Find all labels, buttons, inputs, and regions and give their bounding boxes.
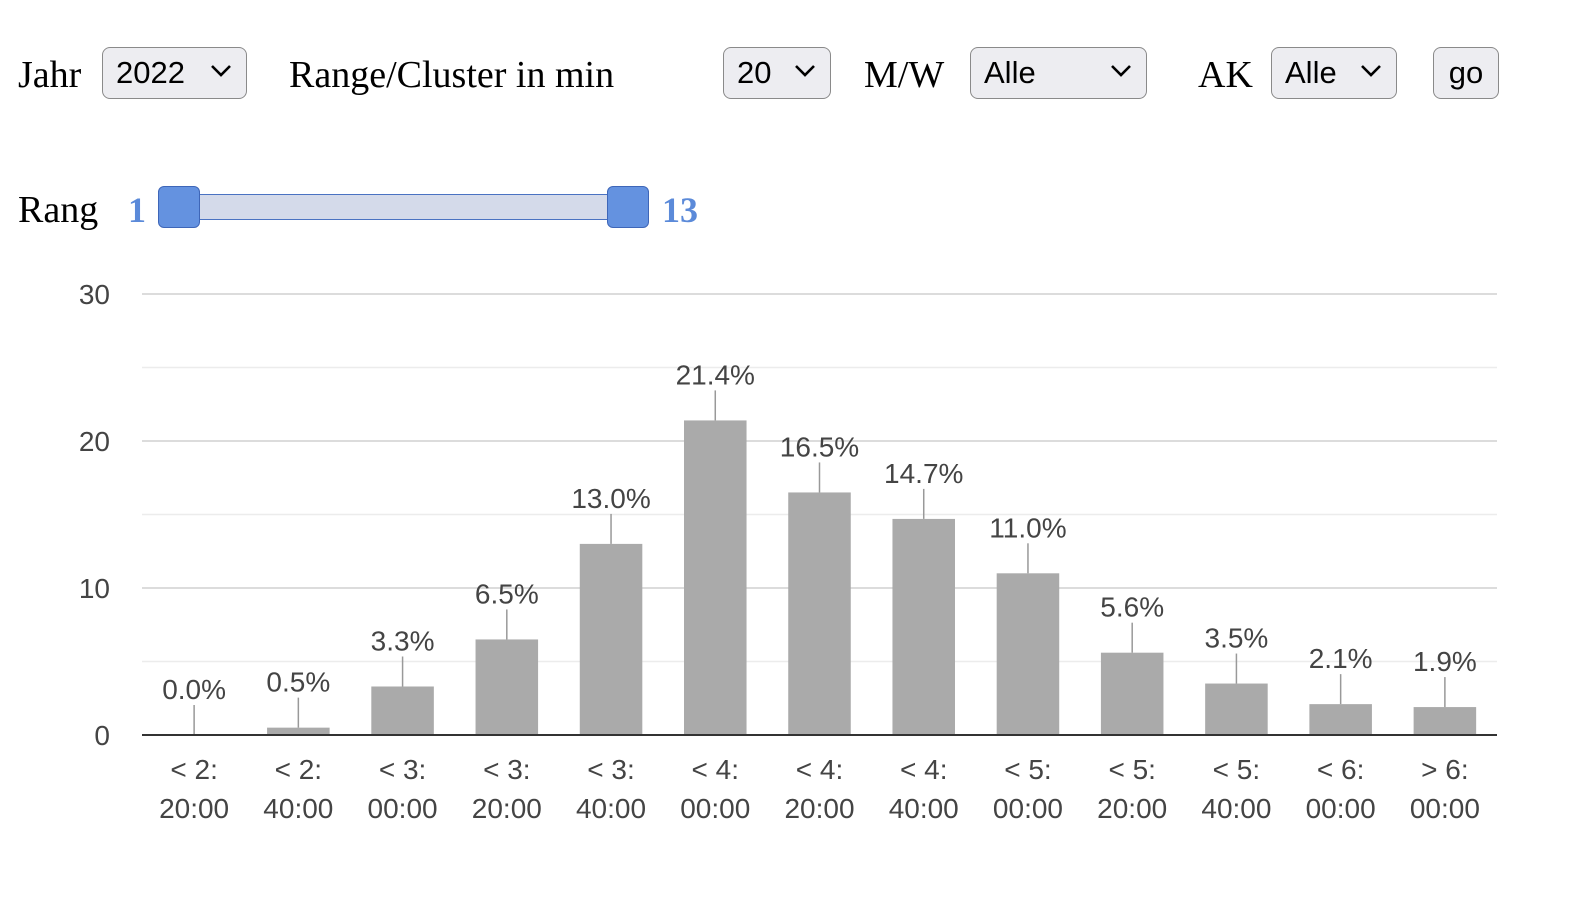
x-tick-label: 20:00 <box>784 793 854 824</box>
bar <box>1309 704 1372 735</box>
bar <box>788 492 851 735</box>
gender-select-value: Alle <box>984 55 1036 90</box>
x-tick-label: 40:00 <box>1201 793 1271 824</box>
rank-slider-track[interactable] <box>178 194 630 220</box>
data-label: 2.1% <box>1309 643 1373 674</box>
bar <box>579 543 643 735</box>
x-tick-label: < 4: <box>692 754 739 785</box>
data-labels: 0.0% 0.5% 3.3% 6.5% 13.0% 21.4% 16.5% 14.7% 11.0… <box>162 359 1477 735</box>
x-tick-label: 00:00 <box>368 793 438 824</box>
x-tick-label: 40:00 <box>263 793 333 824</box>
x-tick-label: < 6: <box>1317 754 1364 785</box>
x-tick-label: 20:00 <box>1097 793 1167 824</box>
data-label: 0.0% <box>162 674 226 705</box>
bar <box>1205 683 1268 735</box>
bar <box>371 686 434 735</box>
gridlines <box>142 293 1497 663</box>
x-tick-label: 00:00 <box>993 793 1063 824</box>
x-tick-label: < 2: <box>170 754 217 785</box>
bar <box>996 573 1060 735</box>
data-label: 1.9% <box>1413 646 1477 677</box>
y-tick-label: 30 <box>79 279 110 310</box>
x-axis-ticks: < 2: 20:00 < 2: 40:00 < 3: 00:00 < 3: 20:00 < 3:… <box>159 754 1480 824</box>
range-select[interactable]: 20 <box>723 47 831 99</box>
y-tick-label: 10 <box>79 573 110 604</box>
chevron-down-icon <box>1361 65 1381 77</box>
x-tick-label: < 5: <box>1213 754 1260 785</box>
data-label: 14.7% <box>884 458 963 489</box>
histogram-chart: 0 10 20 30 0.0% 0.5% 3.3% 6.5% 13.0% 21.4% 16.5% 1… <box>79 279 1497 824</box>
bar <box>267 727 330 735</box>
data-label: 3.5% <box>1205 623 1269 654</box>
chevron-down-icon <box>1111 65 1131 77</box>
x-tick-label: 20:00 <box>472 793 542 824</box>
x-tick-label: 40:00 <box>576 793 646 824</box>
year-select[interactable]: 2022 <box>102 47 247 99</box>
bar <box>1100 652 1164 735</box>
x-tick-label: < 5: <box>1108 754 1155 785</box>
go-button[interactable]: go <box>1433 47 1499 99</box>
x-tick-label: < 3: <box>483 754 530 785</box>
data-label: 13.0% <box>571 483 650 514</box>
x-tick-label: < 2: <box>275 754 322 785</box>
y-tick-label: 0 <box>94 720 110 751</box>
data-label: 11.0% <box>989 512 1066 543</box>
rank-slider-min-handle[interactable] <box>158 186 200 228</box>
rank-min-value: 1 <box>128 190 146 230</box>
data-label: 0.5% <box>266 667 330 698</box>
ak-select[interactable]: Alle <box>1271 47 1397 99</box>
chevron-down-icon <box>795 65 815 77</box>
x-tick-label: 00:00 <box>1410 793 1480 824</box>
x-tick-label: 00:00 <box>1306 793 1376 824</box>
ak-label: AK <box>1198 54 1253 96</box>
gender-select[interactable]: Alle <box>970 47 1147 99</box>
x-tick-label: < 3: <box>587 754 634 785</box>
bar <box>892 518 955 735</box>
ak-select-value: Alle <box>1285 55 1337 90</box>
year-label: Jahr <box>18 54 82 96</box>
x-tick-label: 00:00 <box>680 793 750 824</box>
y-tick-label: 20 <box>79 426 110 457</box>
range-select-value: 20 <box>737 55 772 90</box>
gender-label: M/W <box>864 54 945 96</box>
x-tick-label: < 4: <box>796 754 843 785</box>
bars <box>267 420 1477 735</box>
y-axis-ticks: 0 10 20 30 <box>79 279 110 751</box>
x-tick-label: < 4: <box>900 754 947 785</box>
rank-max-value: 13 <box>662 190 698 230</box>
chevron-down-icon <box>211 65 231 77</box>
x-tick-label: 20:00 <box>159 793 229 824</box>
data-label: 3.3% <box>371 625 435 656</box>
data-label: 21.4% <box>676 359 755 390</box>
x-tick-label: < 5: <box>1004 754 1051 785</box>
range-cluster-label: Range/Cluster in min <box>289 54 615 96</box>
x-tick-label: > 6: <box>1421 754 1468 785</box>
rank-slider-max-handle[interactable] <box>607 186 649 228</box>
bar <box>475 639 539 735</box>
x-tick-label: 40:00 <box>889 793 959 824</box>
bar <box>1413 707 1477 735</box>
data-label: 6.5% <box>475 578 539 609</box>
x-tick-label: < 3: <box>379 754 426 785</box>
bar <box>684 420 747 735</box>
data-label: 16.5% <box>780 431 859 462</box>
data-label: 5.6% <box>1100 592 1164 623</box>
year-select-value: 2022 <box>116 55 185 90</box>
rank-label: Rang <box>18 189 99 231</box>
